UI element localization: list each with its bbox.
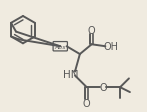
FancyBboxPatch shape	[53, 42, 67, 51]
Text: O: O	[100, 82, 107, 92]
Text: Abs: Abs	[55, 44, 66, 49]
Text: O: O	[88, 25, 95, 35]
Text: O: O	[83, 98, 91, 108]
Text: OH: OH	[104, 42, 119, 52]
Text: HN: HN	[63, 69, 79, 79]
